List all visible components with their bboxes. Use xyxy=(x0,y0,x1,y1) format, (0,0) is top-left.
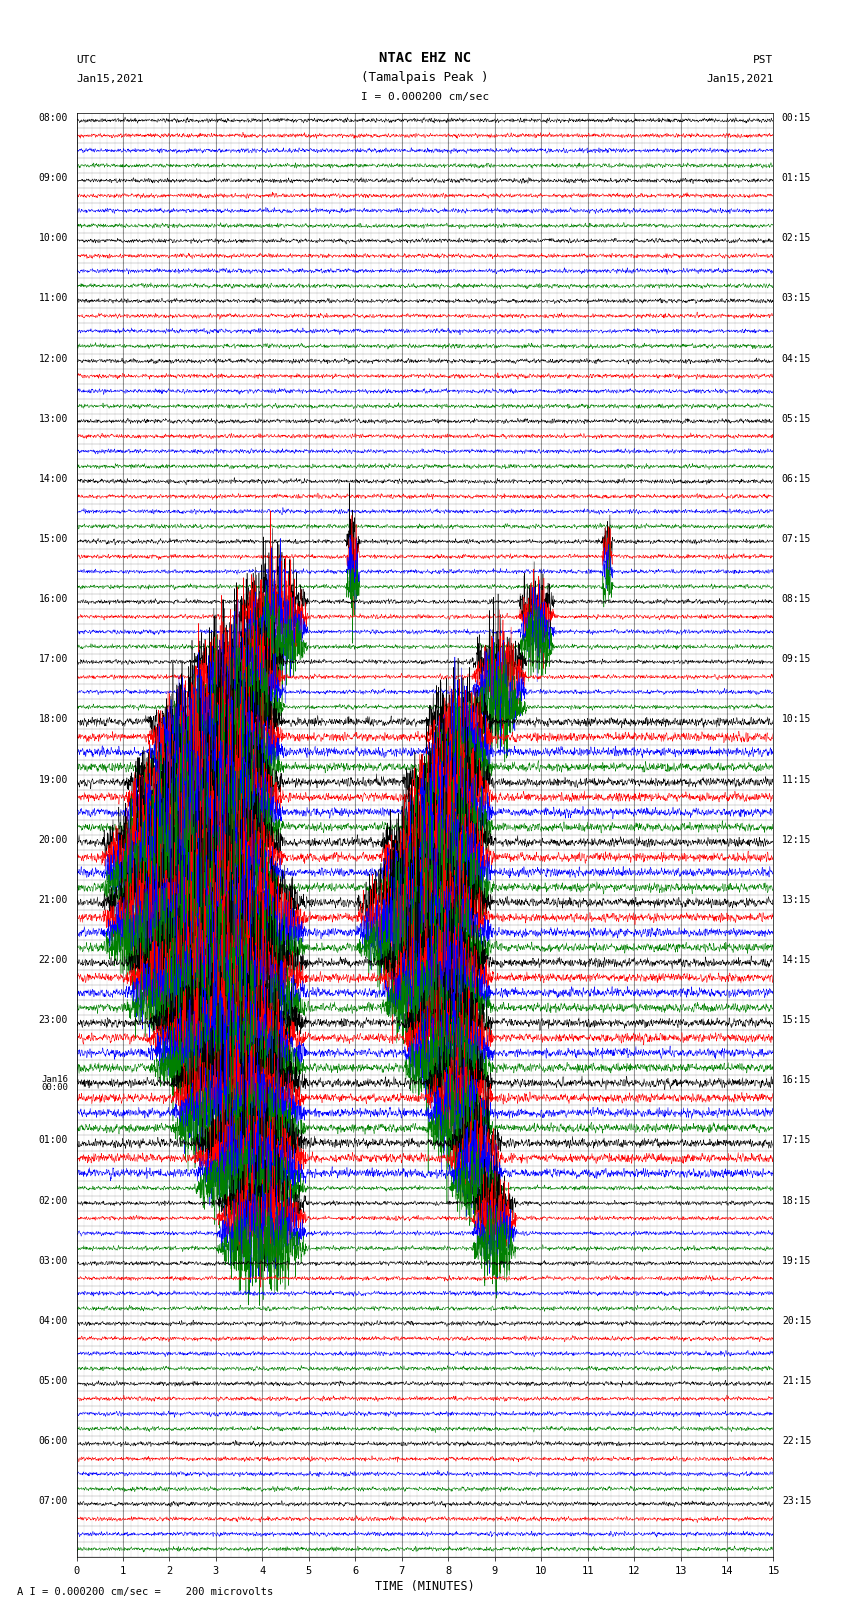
Text: 08:15: 08:15 xyxy=(782,594,811,605)
Text: NTAC EHZ NC: NTAC EHZ NC xyxy=(379,50,471,65)
Text: Jan15,2021: Jan15,2021 xyxy=(76,74,144,84)
Text: 18:00: 18:00 xyxy=(39,715,68,724)
Text: 23:00: 23:00 xyxy=(39,1015,68,1026)
Text: 11:00: 11:00 xyxy=(39,294,68,303)
Text: 16:15: 16:15 xyxy=(782,1076,811,1086)
Text: 18:15: 18:15 xyxy=(782,1195,811,1205)
Text: 03:15: 03:15 xyxy=(782,294,811,303)
Text: 16:00: 16:00 xyxy=(39,594,68,605)
Text: 14:15: 14:15 xyxy=(782,955,811,965)
Text: 19:00: 19:00 xyxy=(39,774,68,784)
Text: 14:00: 14:00 xyxy=(39,474,68,484)
Text: 12:15: 12:15 xyxy=(782,834,811,845)
X-axis label: TIME (MINUTES): TIME (MINUTES) xyxy=(375,1579,475,1592)
Text: 15:15: 15:15 xyxy=(782,1015,811,1026)
Text: (Tamalpais Peak ): (Tamalpais Peak ) xyxy=(361,71,489,84)
Text: 01:00: 01:00 xyxy=(39,1136,68,1145)
Text: 08:00: 08:00 xyxy=(39,113,68,123)
Text: 01:15: 01:15 xyxy=(782,173,811,182)
Text: 10:00: 10:00 xyxy=(39,234,68,244)
Text: 20:00: 20:00 xyxy=(39,834,68,845)
Text: Jan15,2021: Jan15,2021 xyxy=(706,74,774,84)
Text: 02:15: 02:15 xyxy=(782,234,811,244)
Text: 13:15: 13:15 xyxy=(782,895,811,905)
Text: 17:15: 17:15 xyxy=(782,1136,811,1145)
Text: I = 0.000200 cm/sec: I = 0.000200 cm/sec xyxy=(361,92,489,102)
Text: 09:00: 09:00 xyxy=(39,173,68,182)
Text: 06:00: 06:00 xyxy=(39,1436,68,1447)
Text: 17:00: 17:00 xyxy=(39,655,68,665)
Text: 21:00: 21:00 xyxy=(39,895,68,905)
Text: 05:15: 05:15 xyxy=(782,413,811,424)
Text: 04:00: 04:00 xyxy=(39,1316,68,1326)
Text: 12:00: 12:00 xyxy=(39,353,68,363)
Text: 10:15: 10:15 xyxy=(782,715,811,724)
Text: 07:15: 07:15 xyxy=(782,534,811,544)
Text: A I = 0.000200 cm/sec =    200 microvolts: A I = 0.000200 cm/sec = 200 microvolts xyxy=(17,1587,273,1597)
Text: 03:00: 03:00 xyxy=(39,1257,68,1266)
Text: 20:15: 20:15 xyxy=(782,1316,811,1326)
Text: 15:00: 15:00 xyxy=(39,534,68,544)
Text: 07:00: 07:00 xyxy=(39,1497,68,1507)
Text: Jan16
00:00: Jan16 00:00 xyxy=(42,1076,68,1092)
Text: 06:15: 06:15 xyxy=(782,474,811,484)
Text: UTC: UTC xyxy=(76,55,97,65)
Text: 19:15: 19:15 xyxy=(782,1257,811,1266)
Text: PST: PST xyxy=(753,55,774,65)
Text: 05:00: 05:00 xyxy=(39,1376,68,1386)
Text: 04:15: 04:15 xyxy=(782,353,811,363)
Text: 21:15: 21:15 xyxy=(782,1376,811,1386)
Text: 09:15: 09:15 xyxy=(782,655,811,665)
Text: 23:15: 23:15 xyxy=(782,1497,811,1507)
Text: 02:00: 02:00 xyxy=(39,1195,68,1205)
Text: 11:15: 11:15 xyxy=(782,774,811,784)
Text: 13:00: 13:00 xyxy=(39,413,68,424)
Text: 00:15: 00:15 xyxy=(782,113,811,123)
Text: 22:00: 22:00 xyxy=(39,955,68,965)
Text: 22:15: 22:15 xyxy=(782,1436,811,1447)
